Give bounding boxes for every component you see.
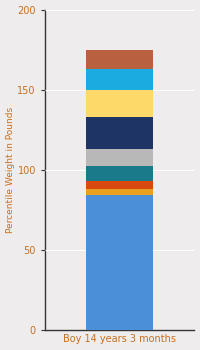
Bar: [86, 166, 153, 181]
Y-axis label: Percentile Weight in Pounds: Percentile Weight in Pounds: [6, 106, 15, 233]
Bar: [86, 149, 153, 166]
Bar: [86, 117, 153, 149]
Bar: [86, 181, 153, 189]
Bar: [86, 90, 153, 117]
Bar: [86, 50, 153, 69]
Bar: [86, 69, 153, 90]
Bar: [86, 189, 153, 195]
Bar: [86, 195, 153, 330]
